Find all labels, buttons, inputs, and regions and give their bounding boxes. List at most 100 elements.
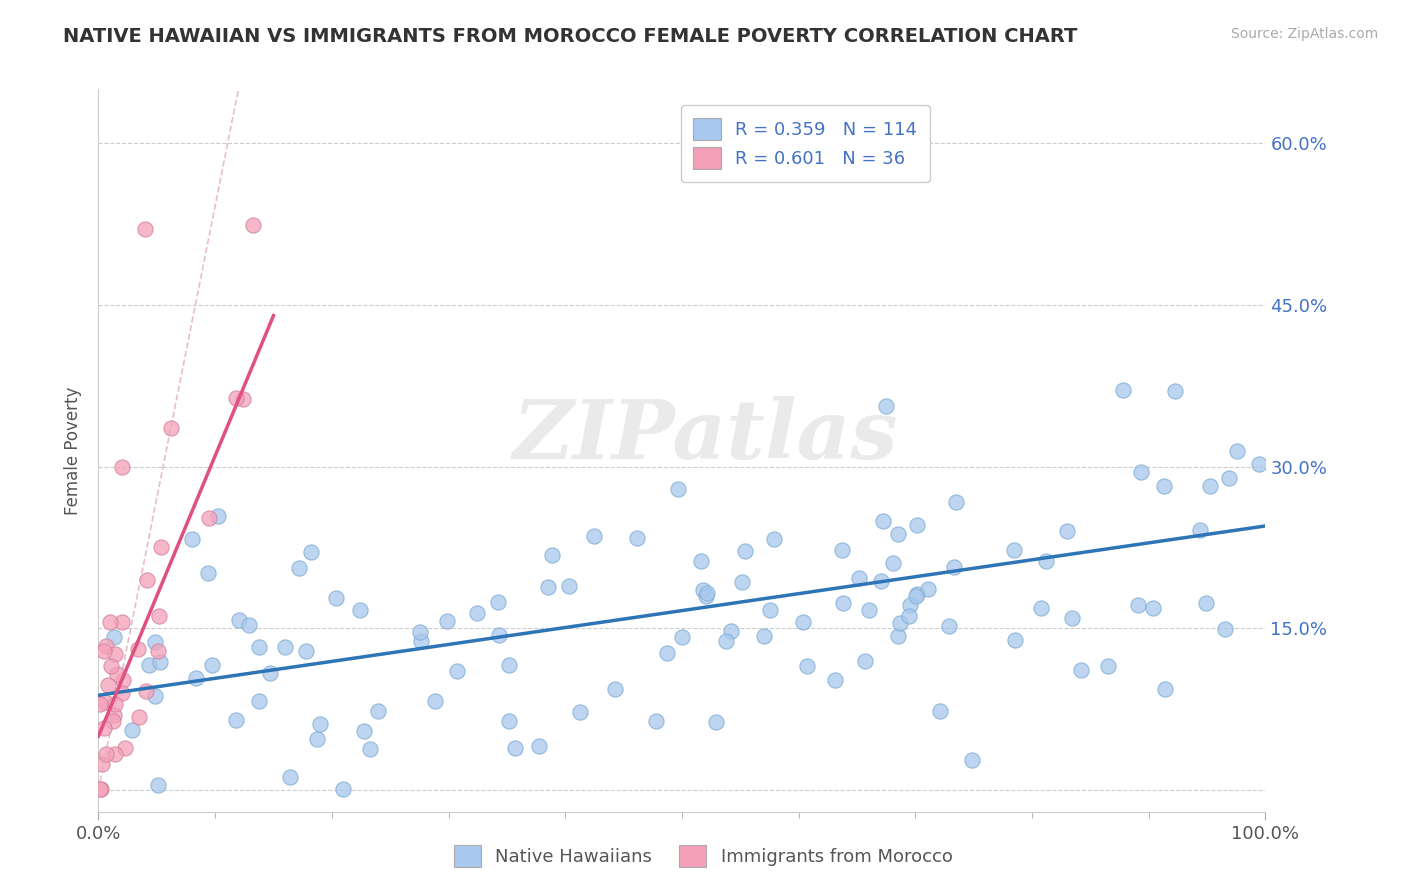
Point (97, 677, 120, 691)
Point (103, 708, 125, 723)
Point (425, 693, 447, 707)
Point (149, 541, 172, 555)
Point (299, 545, 322, 559)
Point (1247, 457, 1270, 471)
Point (305, 732, 328, 747)
Point (135, 683, 157, 698)
Point (128, 710, 150, 724)
Y-axis label: Female Poverty: Female Poverty (65, 386, 83, 515)
Point (100, 659, 122, 673)
Point (105, 666, 128, 681)
Point (529, 739, 551, 753)
Point (93, 695, 115, 709)
Point (127, 641, 149, 656)
Point (138, 657, 160, 672)
Point (1213, 622, 1236, 636)
Point (309, 717, 332, 731)
Point (754, 629, 776, 643)
Point (225, 713, 247, 727)
Point (603, 682, 626, 697)
Point (225, 392, 247, 406)
Point (273, 640, 295, 654)
Point (1004, 633, 1026, 648)
Point (905, 518, 928, 533)
Point (887, 629, 910, 643)
Point (1164, 384, 1187, 398)
Point (436, 615, 458, 629)
Point (540, 548, 562, 562)
Point (626, 531, 648, 545)
Legend: Native Hawaiians, Immigrants from Morocco: Native Hawaiians, Immigrants from Morocc… (446, 838, 960, 874)
Point (875, 399, 897, 413)
Text: Source: ZipAtlas.com: Source: ZipAtlas.com (1230, 27, 1378, 41)
Point (889, 615, 911, 630)
Point (706, 715, 728, 730)
Point (734, 544, 756, 558)
Point (278, 770, 301, 784)
Point (146, 778, 169, 792)
Point (1126, 598, 1149, 612)
Point (695, 589, 717, 603)
Point (143, 634, 166, 648)
Point (249, 693, 271, 707)
Point (905, 587, 928, 601)
Point (853, 654, 876, 668)
Point (731, 574, 754, 589)
Point (101, 714, 124, 728)
Point (259, 665, 281, 680)
Point (134, 222, 156, 236)
Text: ZIPatlas: ZIPatlas (513, 396, 898, 476)
Point (135, 573, 157, 587)
Point (666, 482, 689, 496)
Point (446, 664, 468, 678)
Point (872, 514, 894, 528)
Point (198, 511, 221, 525)
Point (207, 509, 229, 524)
Point (945, 495, 967, 509)
Point (465, 606, 488, 620)
Point (692, 582, 714, 597)
Point (228, 613, 250, 627)
Point (93, 722, 115, 736)
Point (1153, 479, 1175, 493)
Point (353, 724, 375, 739)
Point (325, 591, 347, 605)
Point (114, 741, 136, 756)
Point (111, 686, 134, 700)
Point (929, 704, 952, 718)
Point (960, 753, 983, 767)
Point (1154, 681, 1177, 696)
Point (367, 704, 389, 718)
Point (112, 673, 135, 688)
Point (1195, 596, 1218, 610)
Point (690, 554, 713, 568)
Point (184, 671, 207, 685)
Point (1199, 479, 1222, 493)
Point (503, 741, 526, 756)
Point (359, 742, 381, 756)
Point (917, 582, 939, 597)
Point (94, 747, 117, 761)
Point (103, 630, 125, 644)
Point (568, 705, 591, 719)
Point (486, 595, 509, 609)
Point (111, 615, 134, 629)
Point (201, 657, 224, 672)
Point (938, 619, 960, 633)
Point (1031, 601, 1053, 615)
Point (180, 533, 202, 547)
Point (90, 782, 112, 797)
Point (143, 689, 166, 703)
Point (89, 782, 111, 797)
Point (98, 615, 121, 629)
Point (1218, 471, 1240, 485)
Point (148, 644, 170, 658)
Legend: R = 0.359   N = 114, R = 0.601   N = 36: R = 0.359 N = 114, R = 0.601 N = 36 (681, 105, 929, 182)
Point (716, 634, 738, 648)
Point (1097, 659, 1119, 673)
Point (148, 609, 170, 624)
Point (882, 557, 904, 571)
Point (831, 596, 853, 610)
Point (488, 628, 510, 642)
Point (1142, 601, 1164, 615)
